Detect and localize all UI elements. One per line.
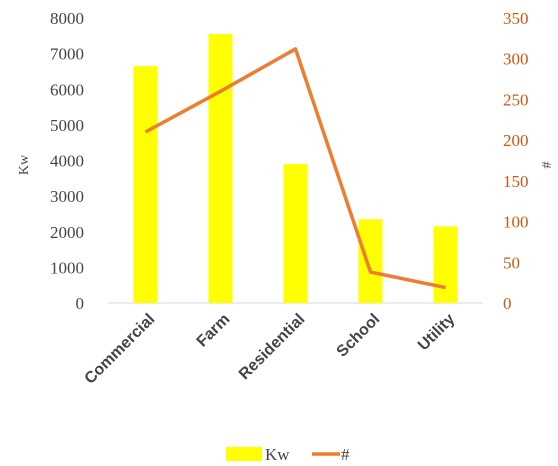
y-tick-left: 1000 — [50, 258, 84, 277]
category-label: School — [334, 311, 384, 361]
y-tick-right: 150 — [503, 172, 529, 191]
right-axis-ticks: 0 50 100 150 200 250 300 350 — [503, 9, 529, 313]
y-tick-left: 4000 — [50, 152, 84, 171]
y-tick-left: 0 — [76, 294, 85, 313]
y-tick-right: 200 — [503, 131, 529, 150]
y-tick-left: 3000 — [50, 187, 84, 206]
bar-residential — [283, 164, 308, 303]
category-label: Commercial — [82, 311, 159, 388]
category-labels: Commercial Farm Residential School Utility — [82, 311, 459, 388]
left-axis-ticks: 0 1000 2000 3000 4000 5000 6000 7000 8000 — [50, 9, 84, 313]
legend: Kw # — [226, 445, 350, 464]
y-tick-right: 0 — [503, 294, 512, 313]
y-tick-right: 100 — [503, 213, 529, 232]
y-tick-right: 50 — [503, 253, 520, 272]
bar-school — [358, 219, 383, 303]
y-tick-right: 300 — [503, 50, 529, 69]
legend-swatch-kw — [226, 447, 262, 461]
category-label: Utility — [415, 311, 459, 355]
category-label: Farm — [194, 311, 234, 351]
bar-series — [133, 34, 458, 303]
legend-label-count: # — [341, 445, 350, 464]
y-axis-label-left: Kw — [17, 154, 32, 175]
bar-farm — [208, 34, 233, 303]
y-tick-left: 5000 — [50, 116, 84, 135]
y-axis-label-right: # — [540, 162, 555, 169]
y-tick-left: 7000 — [50, 45, 84, 64]
y-tick-right: 350 — [503, 9, 529, 28]
line-series — [144, 47, 446, 290]
bar-utility — [433, 226, 458, 303]
y-tick-right: 250 — [503, 90, 529, 109]
y-tick-left: 6000 — [50, 80, 84, 99]
legend-label-kw: Kw — [265, 445, 290, 464]
y-tick-left: 8000 — [50, 9, 84, 28]
category-label: Residential — [236, 311, 308, 383]
y-tick-left: 2000 — [50, 223, 84, 242]
bar-commercial — [133, 66, 158, 303]
